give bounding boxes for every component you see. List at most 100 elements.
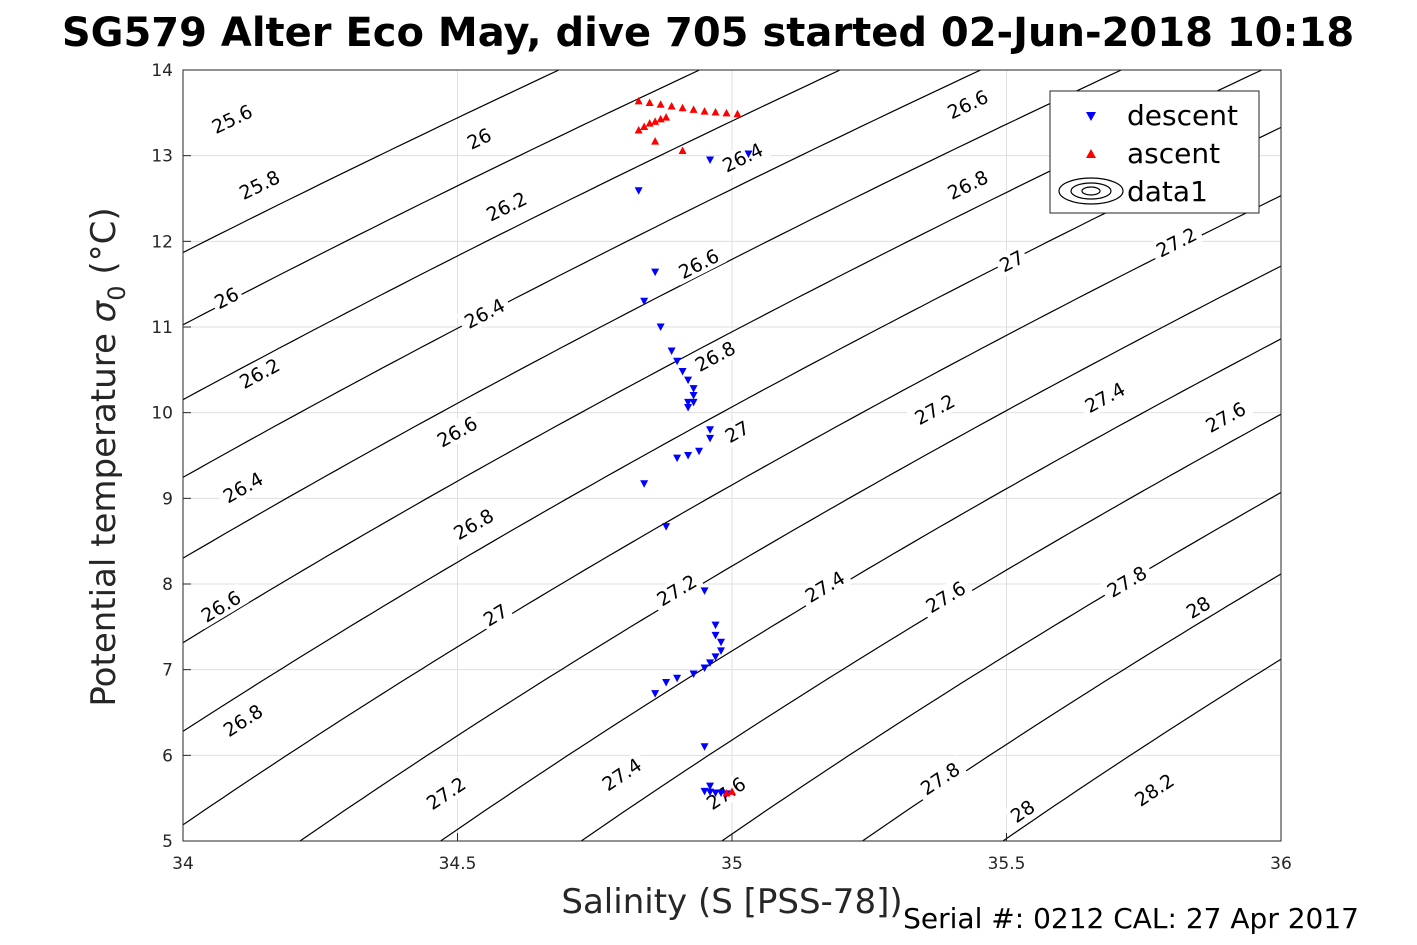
contour-label-gap (993, 244, 1030, 278)
ascent-point (656, 100, 665, 108)
y-tick-label: 11 (151, 318, 173, 338)
y-tick-label: 5 (162, 832, 173, 852)
x-axis-ticks: 34 34.5 35 35.5 36 (172, 833, 1292, 874)
y-axis-label-subscript: 0 (103, 285, 131, 300)
y-tick-label: 9 (162, 489, 173, 509)
contour-label-gap (476, 597, 514, 633)
contour-label-gap (1003, 793, 1042, 829)
contour-label-gap (203, 97, 261, 140)
contour-label: 28 (1003, 793, 1042, 829)
y-tick-label: 8 (162, 575, 173, 595)
series-ascent (634, 96, 742, 797)
contour-label-gap (1098, 558, 1155, 605)
descent-point (689, 398, 698, 407)
contour-label-text: 26.6 (675, 245, 723, 284)
contour-label: 26.6 (939, 83, 996, 126)
contour-label-gap (231, 351, 288, 396)
contour-label: 27.4 (1076, 375, 1133, 420)
contour-label-gap (214, 464, 271, 510)
ascent-point (722, 108, 731, 117)
contour-label-gap (1076, 375, 1133, 420)
y-tick-label: 7 (162, 661, 173, 681)
isopycnal-line (183, 195, 1281, 826)
isopycnal-line (720, 491, 1281, 841)
contour-label-text: 26.4 (461, 295, 509, 334)
contour-label-text: 28 (1183, 592, 1215, 623)
contour-label-gap (939, 83, 996, 126)
contour-label: 28 (1179, 589, 1217, 625)
descent-point (684, 376, 693, 385)
contour-label: 27.2 (906, 387, 963, 432)
descent-point (667, 347, 676, 355)
descent-point (706, 659, 715, 667)
isopycnal-line (861, 573, 1281, 841)
descent-point (700, 787, 709, 796)
contour-label-gap (686, 334, 744, 379)
contour-label-text: 25.6 (209, 101, 257, 139)
descent-point (673, 454, 682, 463)
ascent-point (651, 117, 660, 125)
descent-point (689, 670, 698, 678)
contour-label-gap (460, 122, 498, 155)
ascent-point (711, 107, 720, 116)
contour-label-gap (670, 242, 727, 286)
descent-point (656, 323, 665, 331)
ascent-point (651, 137, 660, 145)
legend-data1-label: data1 (1127, 175, 1208, 208)
descent-point (700, 587, 709, 595)
isopycnal-line (439, 338, 1281, 841)
contour-label-gap (718, 414, 756, 449)
x-tick-label: 36 (1270, 854, 1292, 874)
contour-label-gap (208, 281, 245, 315)
legend: descent ascent data1 (1049, 90, 1260, 214)
contour-label-text: 26.2 (483, 188, 531, 227)
contour-label-text: 26.8 (944, 166, 992, 204)
contour-label-text: 26.4 (719, 139, 767, 177)
contour-label: 27.8 (1098, 558, 1155, 605)
descent-point (651, 268, 660, 277)
descent-point (706, 434, 715, 443)
y-tick-label: 12 (151, 232, 173, 252)
ascent-point (678, 103, 687, 112)
contour-label-gap (418, 769, 474, 817)
contour-label-gap (912, 754, 968, 803)
isopycnal-line (183, 70, 983, 479)
descent-point (684, 452, 693, 460)
y-axis-label-main: Potential temperature (84, 333, 124, 706)
contour-label-gap (917, 574, 974, 620)
y-axis-ticks: 5 6 7 8 9 10 11 12 13 14 (151, 61, 191, 852)
contour-label: 27.4 (593, 750, 650, 798)
ascent-point (645, 98, 654, 107)
contour-label: 27 (476, 597, 514, 633)
ascent-point (634, 125, 643, 134)
ascent-point (733, 109, 742, 118)
descent-point (706, 426, 715, 434)
legend-ascent-label: ascent (1127, 137, 1220, 170)
contour-label: 26.6 (192, 583, 249, 630)
descent-point (634, 187, 643, 195)
legend-descent-label: descent (1127, 99, 1238, 132)
ascent-point (640, 122, 649, 131)
x-tick-label: 34.5 (439, 854, 477, 874)
x-tick-label: 35.5 (988, 854, 1026, 874)
isopycnal-line (183, 70, 701, 326)
contour-label-gap (456, 291, 513, 335)
descent-point (689, 385, 698, 393)
descent-point (711, 789, 720, 798)
ascent-point (662, 113, 671, 121)
contour-label: 27.2 (418, 769, 474, 817)
descent-point (717, 638, 726, 647)
ascent-point (678, 146, 687, 155)
contour-label-gap (648, 567, 705, 613)
series-descent (634, 150, 753, 798)
contour-label-gap (593, 750, 650, 798)
data-series (634, 96, 753, 798)
y-axis-label: Potential temperature σ0 (°C) (84, 207, 131, 706)
x-tick-label: 34 (172, 854, 194, 874)
contour-label-gap (1197, 394, 1254, 440)
y-axis-label-unit: (°C) (84, 207, 124, 274)
descent-point (700, 664, 709, 672)
contour-label-gap (215, 696, 271, 744)
x-axis-label: Salinity (S [PSS-78]) (561, 882, 902, 922)
descent-point (640, 480, 649, 488)
